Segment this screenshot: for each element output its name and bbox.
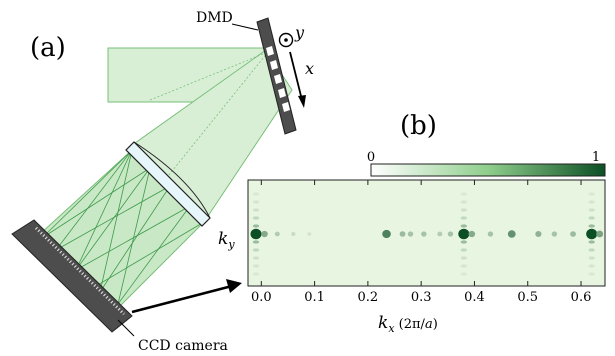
ccd-label: CCD camera	[138, 338, 228, 354]
peak-fringe	[460, 272, 467, 276]
peak-fringe	[252, 224, 260, 228]
peak-fringe	[460, 240, 467, 244]
peak-fringe	[252, 192, 260, 196]
lens	[125, 141, 211, 227]
x-axis-label: kx (2π/a)	[378, 313, 438, 335]
peak-fringe	[588, 216, 595, 220]
peak-fringe	[252, 208, 260, 212]
incoming-center-line	[149, 51, 269, 101]
peak-fringe	[252, 272, 260, 276]
panel-b-label: (b)	[400, 111, 437, 141]
peak-fringe	[588, 248, 595, 252]
ray-fan	[41, 149, 205, 305]
peak-fringe	[588, 208, 595, 212]
setup-diagram: (a)	[11, 10, 314, 354]
peak-fringe	[252, 264, 260, 268]
x-tick-label: 0.5	[517, 290, 538, 305]
peak-fringe	[588, 192, 595, 196]
diffraction-peak	[407, 231, 414, 237]
diffraction-peak	[307, 232, 312, 236]
heatmap-background	[248, 180, 605, 286]
peak-fringe	[252, 240, 260, 244]
diffraction-peak	[596, 230, 604, 238]
x-tick-label: 0.2	[358, 290, 379, 305]
y-axis-label: ky	[218, 229, 235, 251]
diffraction-peak	[447, 231, 454, 237]
diffraction-peak	[261, 230, 268, 238]
peak-fringe	[588, 240, 595, 244]
diffraction-peak	[291, 232, 296, 236]
peak-fringe	[252, 200, 260, 204]
peak-fringe	[460, 256, 467, 260]
image-arrow-shaft	[131, 284, 233, 314]
dmd-pointer	[231, 23, 259, 31]
peak-fringe	[460, 192, 467, 196]
diffraction-peak	[586, 228, 598, 240]
diffraction-peak	[437, 231, 443, 237]
diffraction-peak	[250, 228, 262, 240]
dmd-device	[256, 17, 297, 135]
ccd-sensor-pixels	[34, 226, 126, 316]
peak-fringe	[252, 248, 260, 252]
x-axis-arrowhead	[298, 95, 306, 108]
heatmap-frame	[247, 179, 606, 287]
peak-fringe	[460, 224, 467, 228]
diffraction-peak	[382, 229, 391, 239]
diffraction-peak	[535, 231, 542, 237]
diffraction-peak	[468, 230, 476, 238]
x-tick-label: 0.1	[304, 290, 325, 305]
peak-fringe	[252, 256, 260, 260]
ccd-camera	[11, 219, 133, 333]
axis-y-label: y	[294, 23, 305, 42]
image-arrow-head	[226, 279, 242, 293]
diffraction-peak	[399, 231, 406, 237]
ccd-pointer	[117, 319, 135, 337]
diffraction-peak	[487, 231, 494, 237]
peak-fringe	[588, 200, 595, 204]
dmd-mirror-pattern	[266, 46, 290, 112]
panel-a-label: (a)	[30, 33, 66, 63]
x-tick-group: 0.0 0.1 0.2 0.3 0.4 0.5 0.6	[251, 180, 591, 305]
peak-fringe	[588, 256, 595, 260]
x-tick-label: 0.6	[571, 290, 592, 305]
camera-image-panel: (b) 0 1 0.0 0.1 0.2 0.3 0.4 0.5 0.6 ky kx (2π/…	[218, 111, 606, 335]
x-tick-label: 0.4	[464, 290, 485, 305]
diffraction-peak	[551, 231, 558, 237]
peak-fringe	[588, 264, 595, 268]
x-tick-label: 0.0	[251, 290, 272, 305]
peak-fringe	[588, 272, 595, 276]
diffraction-peak	[274, 231, 280, 237]
beam-center-line	[159, 51, 269, 187]
peak-fringe	[588, 224, 595, 228]
peak-fringe	[460, 208, 467, 212]
peak-fringe	[460, 216, 467, 220]
heatmap-peaks	[250, 192, 604, 276]
colorbar	[370, 163, 606, 177]
diffraction-peak	[507, 230, 516, 238]
diffraction-peak	[458, 228, 470, 240]
dmd-label: DMD	[196, 10, 233, 26]
colorbar-min-label: 0	[367, 150, 375, 165]
axis-x-label: x	[305, 59, 314, 78]
peak-fringe	[252, 216, 260, 220]
coordinate-axes: y x	[278, 23, 314, 108]
x-tick-label: 0.3	[411, 290, 432, 305]
diffraction-peak	[421, 231, 427, 237]
colorbar-max-label: 1	[592, 150, 600, 165]
diffraction-peak	[570, 231, 576, 237]
peak-fringe	[460, 248, 467, 252]
peak-fringe	[460, 200, 467, 204]
peak-fringe	[460, 264, 467, 268]
